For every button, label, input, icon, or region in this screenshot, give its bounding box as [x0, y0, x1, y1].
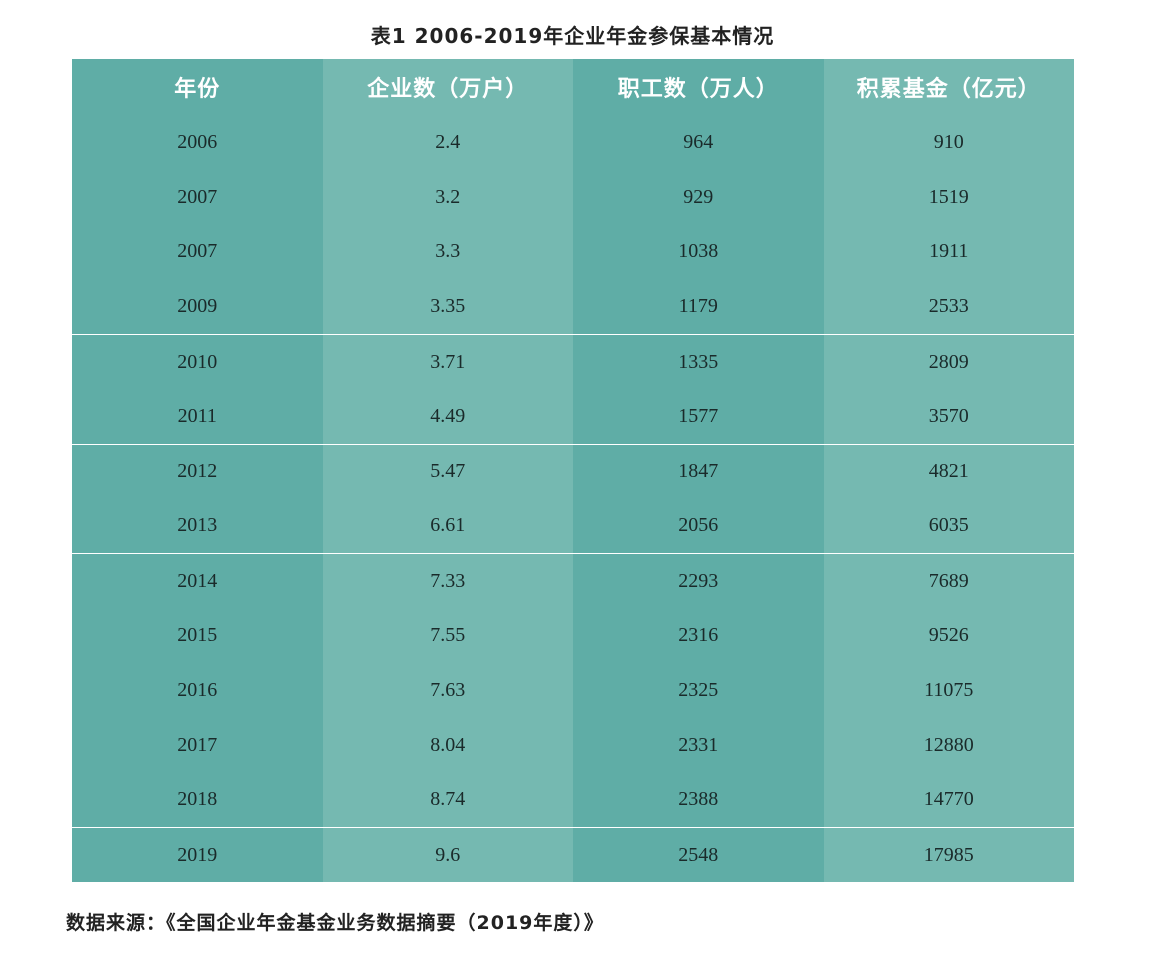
- table-row: 2019 9.6 2548 17985: [72, 827, 1074, 883]
- table-row: 2011 4.49 1577 3570: [72, 388, 1074, 444]
- cell-employees: 2056: [573, 498, 824, 554]
- cell-enterprises: 3.35: [322, 279, 573, 335]
- cell-employees: 2293: [573, 554, 824, 609]
- cell-year: 2016: [72, 662, 323, 718]
- cell-fund: 11075: [823, 662, 1074, 718]
- cell-employees: 2316: [573, 608, 824, 663]
- cell-fund: 7689: [823, 554, 1074, 609]
- cell-employees: 2331: [573, 717, 824, 773]
- table-row: 2013 6.61 2056 6035: [72, 498, 1074, 554]
- cell-year: 2012: [72, 444, 323, 499]
- cell-enterprises: 7.33: [322, 554, 573, 609]
- table-row: 2009 3.35 1179 2533: [72, 279, 1074, 335]
- cell-enterprises: 3.2: [322, 169, 573, 225]
- cell-employees: 1038: [573, 224, 824, 280]
- cell-fund: 17985: [823, 828, 1074, 883]
- table-row: 2016 7.63 2325 11075: [72, 662, 1074, 718]
- table-row: 2012 5.47 1847 4821: [72, 443, 1074, 499]
- table-row: 2015 7.55 2316 9526: [72, 608, 1074, 663]
- cell-enterprises: 5.47: [322, 444, 573, 499]
- cell-year: 2014: [72, 554, 323, 609]
- table-row: 2007 3.2 929 1519: [72, 169, 1074, 225]
- cell-year: 2006: [72, 115, 323, 170]
- cell-fund: 12880: [823, 717, 1074, 773]
- cell-employees: 2325: [573, 662, 824, 718]
- header-employees: 职工数（万人）: [573, 59, 824, 115]
- cell-enterprises: 3.71: [322, 335, 573, 389]
- cell-fund: 910: [823, 115, 1074, 170]
- pension-table: 年份 企业数（万户） 职工数（万人） 积累基金（亿元） 2006 2.4 964 91…: [72, 59, 1074, 883]
- cell-fund: 6035: [823, 498, 1074, 554]
- header-enterprises: 企业数（万户）: [322, 59, 573, 115]
- cell-fund: 9526: [823, 608, 1074, 663]
- cell-year: 2011: [72, 388, 323, 444]
- table-body: 2006 2.4 964 910 2007 3.2 929 1519 2007 3.3 1038 19…: [72, 115, 1074, 883]
- cell-year: 2019: [72, 828, 323, 883]
- cell-year: 2010: [72, 335, 323, 389]
- cell-enterprises: 7.55: [322, 608, 573, 663]
- cell-employees: 1179: [573, 279, 824, 335]
- table-row: 2018 8.74 2388 14770: [72, 772, 1074, 828]
- table-row: 2014 7.33 2293 7689: [72, 553, 1074, 609]
- table-row: 2010 3.71 1335 2809: [72, 334, 1074, 389]
- data-source-note: 数据来源：《全国企业年金基金业务数据摘要（2019年度）》: [66, 912, 604, 934]
- cell-fund: 1519: [823, 169, 1074, 225]
- cell-employees: 1335: [573, 335, 824, 389]
- cell-employees: 2548: [573, 828, 824, 883]
- cell-fund: 14770: [823, 772, 1074, 828]
- cell-year: 2018: [72, 772, 323, 828]
- cell-year: 2015: [72, 608, 323, 663]
- table-row: 2006 2.4 964 910: [72, 115, 1074, 170]
- table-header-row: 年份 企业数（万户） 职工数（万人） 积累基金（亿元）: [72, 59, 1074, 115]
- cell-employees: 2388: [573, 772, 824, 828]
- cell-year: 2007: [72, 224, 323, 280]
- cell-fund: 1911: [823, 224, 1074, 280]
- cell-employees: 1577: [573, 388, 824, 444]
- cell-enterprises: 9.6: [322, 828, 573, 883]
- cell-year: 2007: [72, 169, 323, 225]
- cell-year: 2009: [72, 279, 323, 335]
- cell-enterprises: 2.4: [322, 115, 573, 170]
- cell-enterprises: 7.63: [322, 662, 573, 718]
- cell-employees: 964: [573, 115, 824, 170]
- cell-enterprises: 8.04: [322, 717, 573, 773]
- cell-fund: 3570: [823, 388, 1074, 444]
- cell-enterprises: 6.61: [322, 498, 573, 554]
- table-row: 2007 3.3 1038 1911: [72, 224, 1074, 280]
- cell-year: 2017: [72, 717, 323, 773]
- cell-fund: 2809: [823, 335, 1074, 389]
- cell-enterprises: 8.74: [322, 772, 573, 828]
- cell-employees: 929: [573, 169, 824, 225]
- header-fund: 积累基金（亿元）: [823, 59, 1074, 115]
- cell-enterprises: 4.49: [322, 388, 573, 444]
- table-title: 表1 2006-2019年企业年金参保基本情况: [370, 24, 775, 48]
- table-row: 2017 8.04 2331 12880: [72, 717, 1074, 773]
- header-year: 年份: [72, 59, 323, 115]
- cell-enterprises: 3.3: [322, 224, 573, 280]
- cell-employees: 1847: [573, 444, 824, 499]
- cell-fund: 4821: [823, 444, 1074, 499]
- cell-fund: 2533: [823, 279, 1074, 335]
- cell-year: 2013: [72, 498, 323, 554]
